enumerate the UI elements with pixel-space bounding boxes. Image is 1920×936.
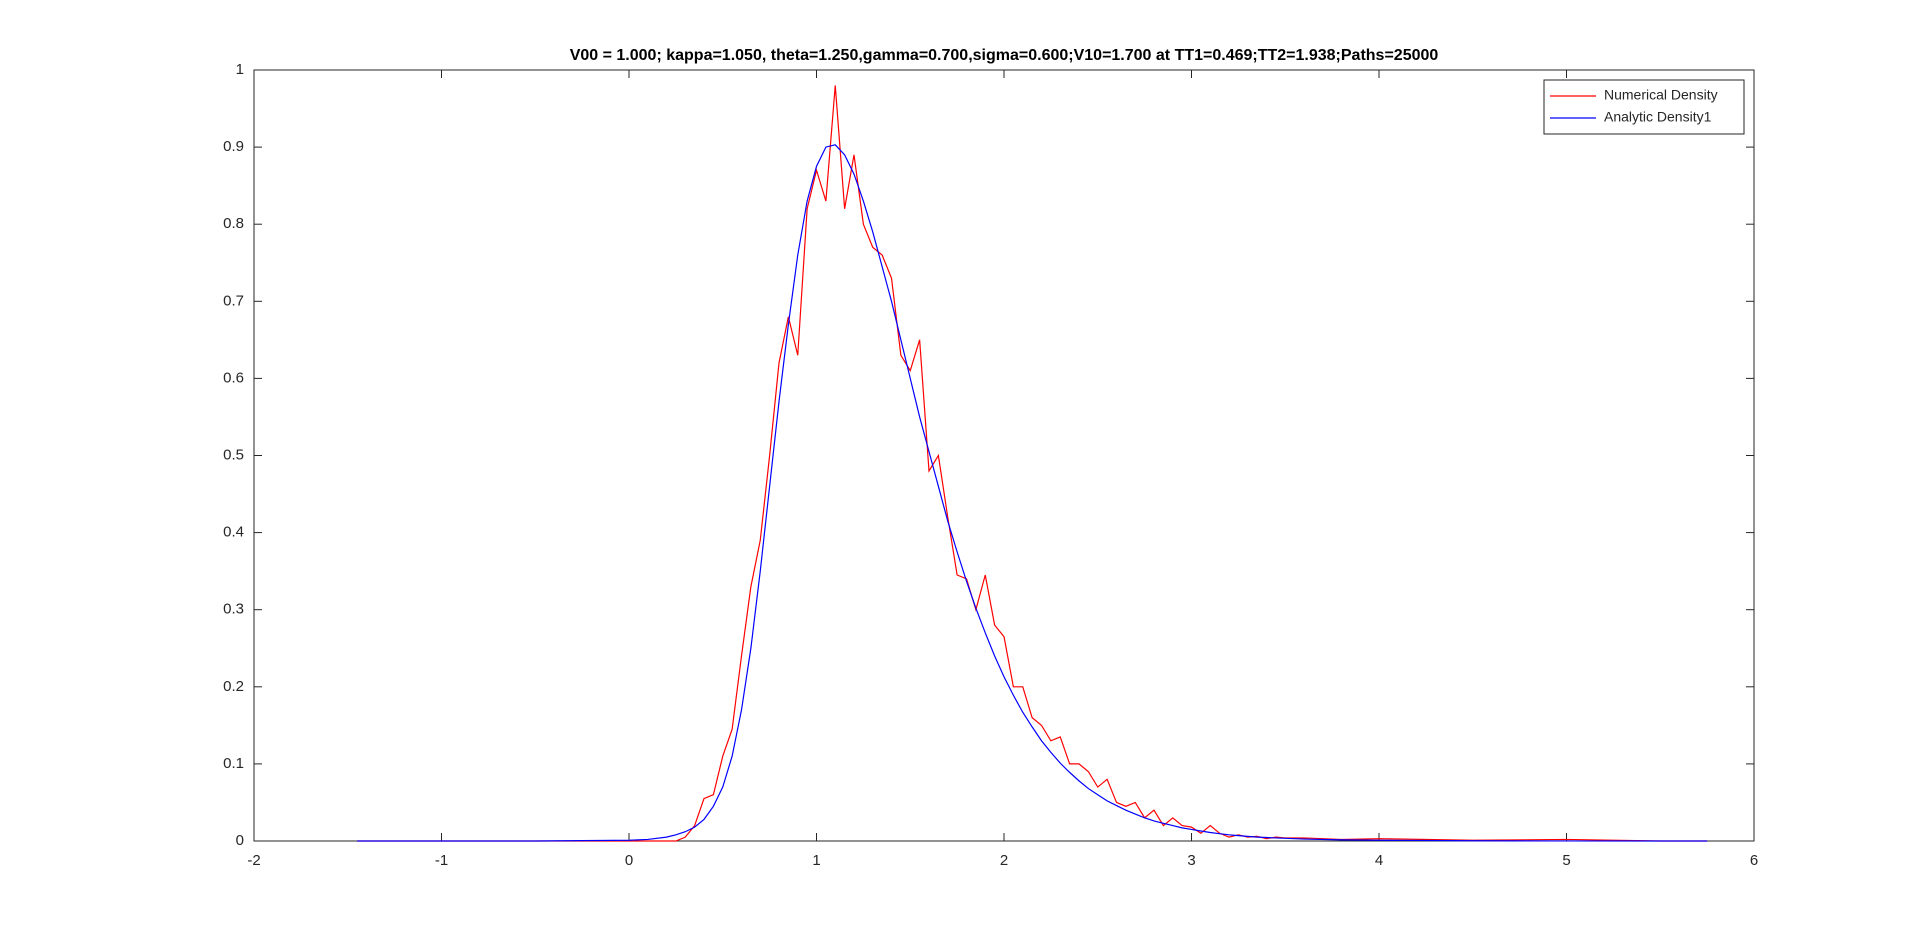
x-tick-label: 0 [625,852,633,869]
y-tick-label: 0.8 [223,215,244,232]
x-tick-label: 4 [1375,852,1383,869]
y-tick-label: 1 [236,61,244,78]
x-tick-label: 6 [1750,852,1758,869]
y-tick-label: 0.7 [223,292,244,309]
x-tick-label: -2 [247,852,260,869]
y-tick-label: 0.2 [223,678,244,695]
y-tick-label: 0 [236,832,244,849]
data-line [357,144,1708,842]
y-tick-label: 0.4 [223,524,244,541]
y-tick-label: 0.6 [223,369,244,386]
legend-label: Analytic Density1 [1604,109,1712,125]
legend-box [1543,79,1745,135]
y-tick-label: 0.9 [223,138,244,155]
x-tick-label: 2 [1000,852,1008,869]
y-tick-label: 0.3 [223,601,244,618]
data-line [357,85,1708,842]
x-tick-label: 1 [812,852,820,869]
plot-area [253,69,1755,842]
x-tick-label: 5 [1562,852,1570,869]
y-tick-label: 0.1 [223,755,244,772]
chart-title: V00 = 1.000; kappa=1.050, theta=1.250,ga… [570,47,1439,64]
x-tick-label: 3 [1187,852,1195,869]
x-tick-label: -1 [435,852,448,869]
legend-label: Numerical Density [1604,87,1718,103]
y-tick-label: 0.5 [223,446,244,463]
